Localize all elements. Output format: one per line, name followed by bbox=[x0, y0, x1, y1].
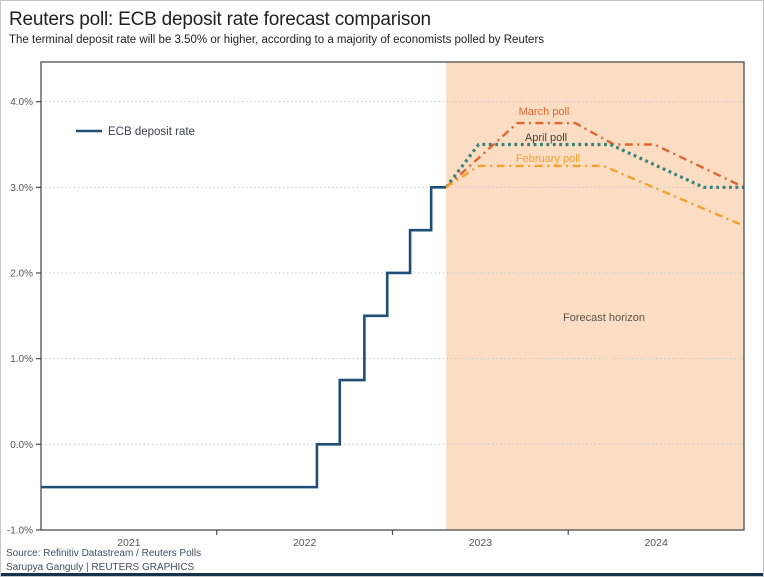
svg-text:3.0%: 3.0% bbox=[10, 183, 33, 194]
svg-text:2021: 2021 bbox=[117, 537, 141, 546]
svg-text:2024: 2024 bbox=[644, 537, 668, 546]
svg-text:2023: 2023 bbox=[469, 537, 493, 546]
svg-text:2.0%: 2.0% bbox=[10, 268, 33, 279]
page-subtitle: The terminal deposit rate will be 3.50% … bbox=[9, 34, 545, 46]
axis-labels: 4.0% 3.0% 2.0% 1.0% 0.0% -1.0% 2021 2022 2023 202… bbox=[7, 97, 668, 546]
series-lines bbox=[41, 121, 745, 489]
svg-text:1.0%: 1.0% bbox=[10, 354, 33, 365]
svg-text:4.0%: 4.0% bbox=[10, 97, 33, 108]
axis-ticks bbox=[36, 101, 569, 535]
svg-text:0.0%: 0.0% bbox=[10, 440, 33, 451]
chart-canvas: 4.0% 3.0% 2.0% 1.0% 0.0% -1.0% 2021 2022 2023 202… bbox=[7, 61, 745, 546]
march-poll-label: March poll bbox=[519, 106, 570, 118]
svg-text:2022: 2022 bbox=[293, 537, 317, 546]
legend-label: ECB deposit rate bbox=[108, 126, 195, 138]
forecast-horizon-annotation: Forecast horizon bbox=[563, 312, 645, 324]
april-poll-label: April poll bbox=[525, 132, 567, 144]
forecast-shaded-region bbox=[446, 62, 744, 530]
svg-text:-1.0%: -1.0% bbox=[7, 525, 33, 536]
author-credit: Sarupya Ganguly | REUTERS GRAPHICS bbox=[6, 562, 195, 573]
bottom-accent-bar bbox=[1, 573, 763, 576]
legend: ECB deposit rate bbox=[76, 126, 195, 138]
source-credit: Source: Refinitiv Datastream / Reuters P… bbox=[6, 548, 202, 559]
february-poll-label: February poll bbox=[516, 153, 580, 165]
page-title: Reuters poll: ECB deposit rate forecast … bbox=[9, 9, 431, 30]
